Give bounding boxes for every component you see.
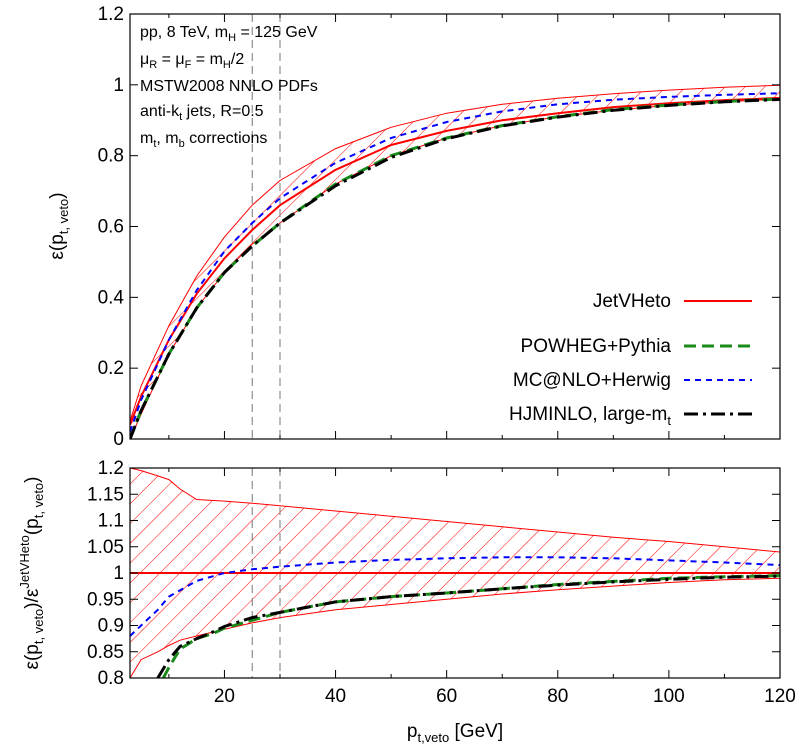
main-y-tick-label: 0.2: [98, 358, 124, 379]
legend-label-mcatnlo: MC@NLO+Herwig: [513, 370, 671, 391]
annotation-block: pp, 8 TeV, mH = 125 GeV μR = μF = mH/2 M…: [140, 24, 318, 150]
annotation-pdfs: MSTW2008 NNLO PDFs: [140, 78, 318, 95]
ratio-series-powheg-pythia: [161, 574, 780, 678]
main-y-axis-label: ε(pt, veto): [47, 192, 71, 259]
ratio-x-tick-label: 100: [653, 686, 685, 707]
ratio-y-tick-label: 1.15: [87, 484, 124, 505]
main-series-hjminlo-large-m-t: [130, 97, 780, 439]
main-series-mc-nlo-herwig: [130, 92, 780, 433]
ratio-x-tick-label: 60: [436, 686, 457, 707]
x-axis-label: pt,veto [GeV]: [407, 721, 503, 745]
ratio-series-mc-nlo-herwig: [130, 556, 780, 637]
legend: JetVHeto POWHEG+Pythia MC@NLO+Herwig HJM…: [509, 291, 752, 428]
ratio-x-tick-label: 20: [214, 686, 235, 707]
annotation-jets: anti-kt jets, R=0.5: [140, 103, 264, 123]
legend-label-powheg: POWHEG+Pythia: [521, 336, 672, 357]
legend-label-jetvheto: JetVHeto: [593, 291, 671, 312]
ratio-y-tick-label: 1.05: [87, 537, 124, 558]
main-y-tick-label: 0.6: [98, 217, 124, 238]
ratio-y-tick-label: 1: [113, 563, 124, 584]
annotation-energy: pp, 8 TeV, mH = 125 GeV: [140, 24, 318, 44]
ratio-x-tick-label: 80: [547, 686, 568, 707]
ratio-y-tick-label: 0.8: [98, 668, 124, 689]
main-y-tick-label: 1: [113, 75, 124, 96]
annotation-corrections: mt, mb corrections: [140, 130, 267, 150]
main-y-tick-label: 0: [113, 429, 124, 450]
ratio-x-tick-label: 40: [325, 686, 346, 707]
ratio-y-axis-label: ε(pt, veto)/εJetVHeto(pt, veto): [17, 476, 46, 669]
ratio-x-tick-label: 120: [764, 686, 796, 707]
main-y-tick-label: 1.2: [98, 4, 124, 25]
ratio-y-tick-label: 1.2: [98, 458, 124, 479]
main-y-tick-label: 0.4: [98, 287, 125, 308]
ratio-y-tick-label: 0.95: [87, 589, 124, 610]
main-y-tick-label: 0.8: [98, 146, 124, 167]
ratio-y-tick-label: 1.1: [98, 511, 124, 532]
annotation-scales: μR = μF = mH/2: [140, 51, 244, 71]
ratio-series-hjminlo-large-m-t: [156, 574, 780, 678]
ratio-y-tick-label: 0.9: [98, 616, 124, 637]
legend-label-hjminlo: HJMINLO, large-mt: [509, 404, 671, 428]
ratio-y-tick-label: 0.85: [87, 642, 124, 663]
